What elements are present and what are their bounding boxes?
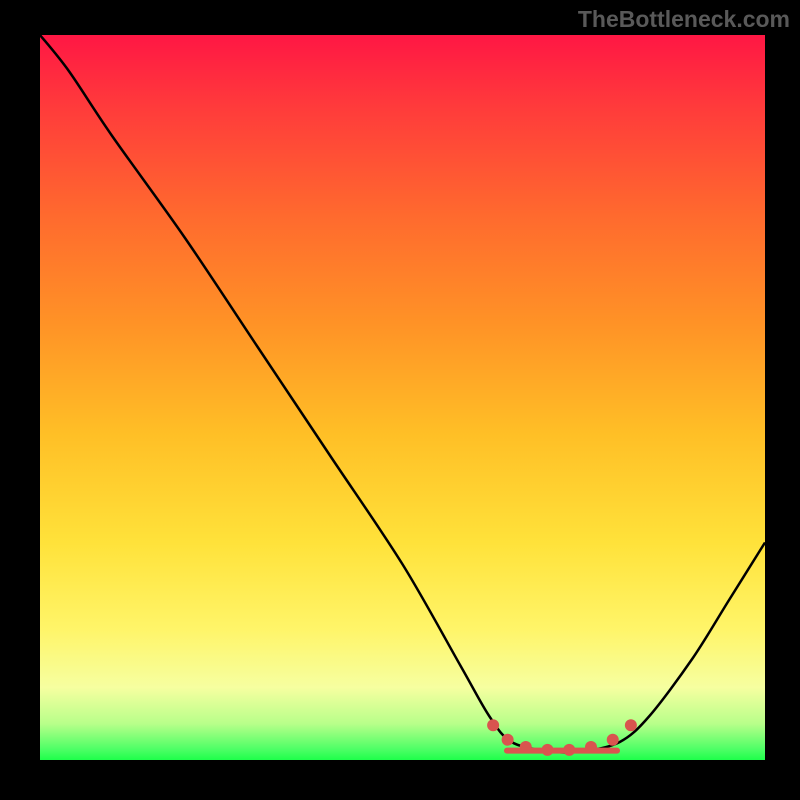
bottleneck-curve bbox=[40, 35, 765, 752]
trough-marker bbox=[502, 734, 514, 746]
curve-layer bbox=[40, 35, 765, 760]
trough-band bbox=[504, 748, 620, 754]
chart-container: TheBottleneck.com bbox=[0, 0, 800, 800]
plot-area bbox=[40, 35, 765, 760]
trough-marker bbox=[607, 734, 619, 746]
trough-marker bbox=[487, 719, 499, 731]
trough-marker bbox=[625, 719, 637, 731]
watermark: TheBottleneck.com bbox=[578, 6, 790, 33]
